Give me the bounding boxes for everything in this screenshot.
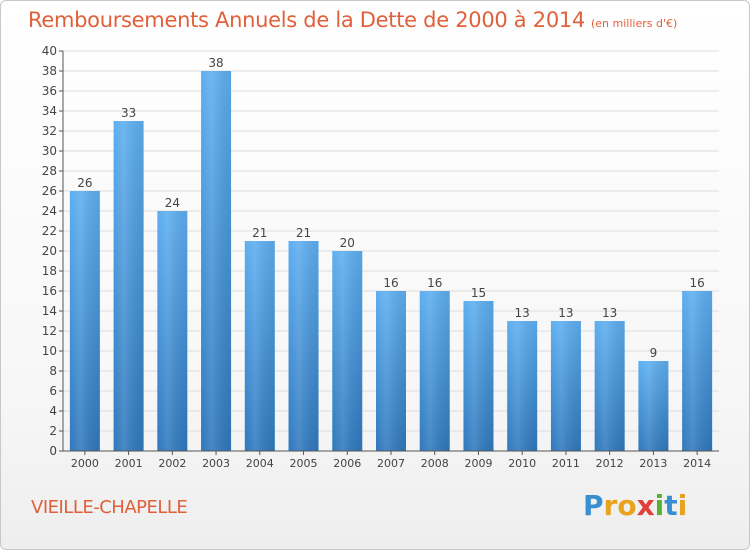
y-tick-label: 36 [42,84,57,98]
x-tick-label: 2006 [333,457,361,470]
bar-shine [550,321,581,451]
bar-value-label: 16 [383,276,398,290]
y-tick-label: 20 [42,244,57,258]
bar-value-label: 16 [689,276,704,290]
bar-shine [244,241,275,451]
bar-shine [332,251,363,451]
bar-value-label: 38 [208,56,223,70]
bar-value-label: 33 [121,106,136,120]
bar-shine [594,321,625,451]
bar-shine [507,321,538,451]
x-tick-label: 2000 [71,457,99,470]
bar-value-label: 26 [77,176,92,190]
x-tick-label: 2004 [246,457,274,470]
y-tick-label: 40 [42,44,57,58]
bar-shine [157,211,188,451]
y-tick-label: 0 [49,444,57,458]
y-tick-label: 6 [49,384,57,398]
bar-shine [69,191,100,451]
logo-letter: i [677,489,688,522]
bar-value-label: 24 [165,196,180,210]
bar-value-label: 21 [296,226,311,240]
bar-value-label: 20 [340,236,355,250]
x-tick-label: 2010 [508,457,536,470]
commune-name: VIEILLE-CHAPELLE [31,497,188,518]
y-tick-label: 22 [42,224,57,238]
y-tick-label: 10 [42,344,57,358]
y-tick-label: 4 [49,404,57,418]
logo-letter: t [664,489,678,522]
y-tick-label: 16 [42,284,57,298]
x-tick-label: 2014 [683,457,711,470]
bar-value-label: 16 [427,276,442,290]
x-tick-label: 2008 [421,457,449,470]
bar-shine [288,241,319,451]
x-tick-label: 2011 [552,457,580,470]
bar-value-label: 13 [602,306,617,320]
logo-letter: x [636,489,655,522]
bar-shine [682,291,713,451]
bar-shine [201,71,232,451]
x-tick-label: 2007 [377,457,405,470]
unit-note: (en milliers d'€) [591,17,678,30]
y-tick-label: 38 [42,64,57,78]
logo-letter: P [583,489,604,522]
proxiti-logo[interactable]: Proxiti [583,489,687,522]
x-tick-label: 2003 [202,457,230,470]
y-tick-label: 32 [42,124,57,138]
x-tick-label: 2012 [596,457,624,470]
y-tick-label: 28 [42,164,57,178]
y-tick-label: 30 [42,144,57,158]
bar-shine [463,301,494,451]
bar-shine [113,121,144,451]
x-tick-label: 2013 [639,457,667,470]
chart-title: Remboursements Annuels de la Dette de 20… [28,8,678,32]
y-tick-label: 26 [42,184,57,198]
logo-letter: i [654,489,665,522]
bar-value-label: 9 [650,346,658,360]
y-tick-label: 12 [42,324,57,338]
bar-value-label: 21 [252,226,267,240]
x-tick-label: 2005 [290,457,318,470]
y-tick-label: 8 [49,364,57,378]
logo-letter: r [603,489,618,522]
bar-shine [638,361,669,451]
y-tick-label: 18 [42,264,57,278]
bar-value-label: 13 [558,306,573,320]
y-tick-label: 24 [42,204,57,218]
bar-shine [376,291,406,451]
bar-shine [419,291,450,451]
x-tick-label: 2001 [115,457,143,470]
bar-value-label: 13 [515,306,530,320]
y-tick-label: 2 [49,424,57,438]
x-tick-label: 2009 [464,457,492,470]
logo-letter: o [617,489,637,522]
y-tick-label: 34 [42,104,57,118]
bar-value-label: 15 [471,286,486,300]
y-tick-label: 14 [42,304,57,318]
x-tick-label: 2002 [158,457,186,470]
